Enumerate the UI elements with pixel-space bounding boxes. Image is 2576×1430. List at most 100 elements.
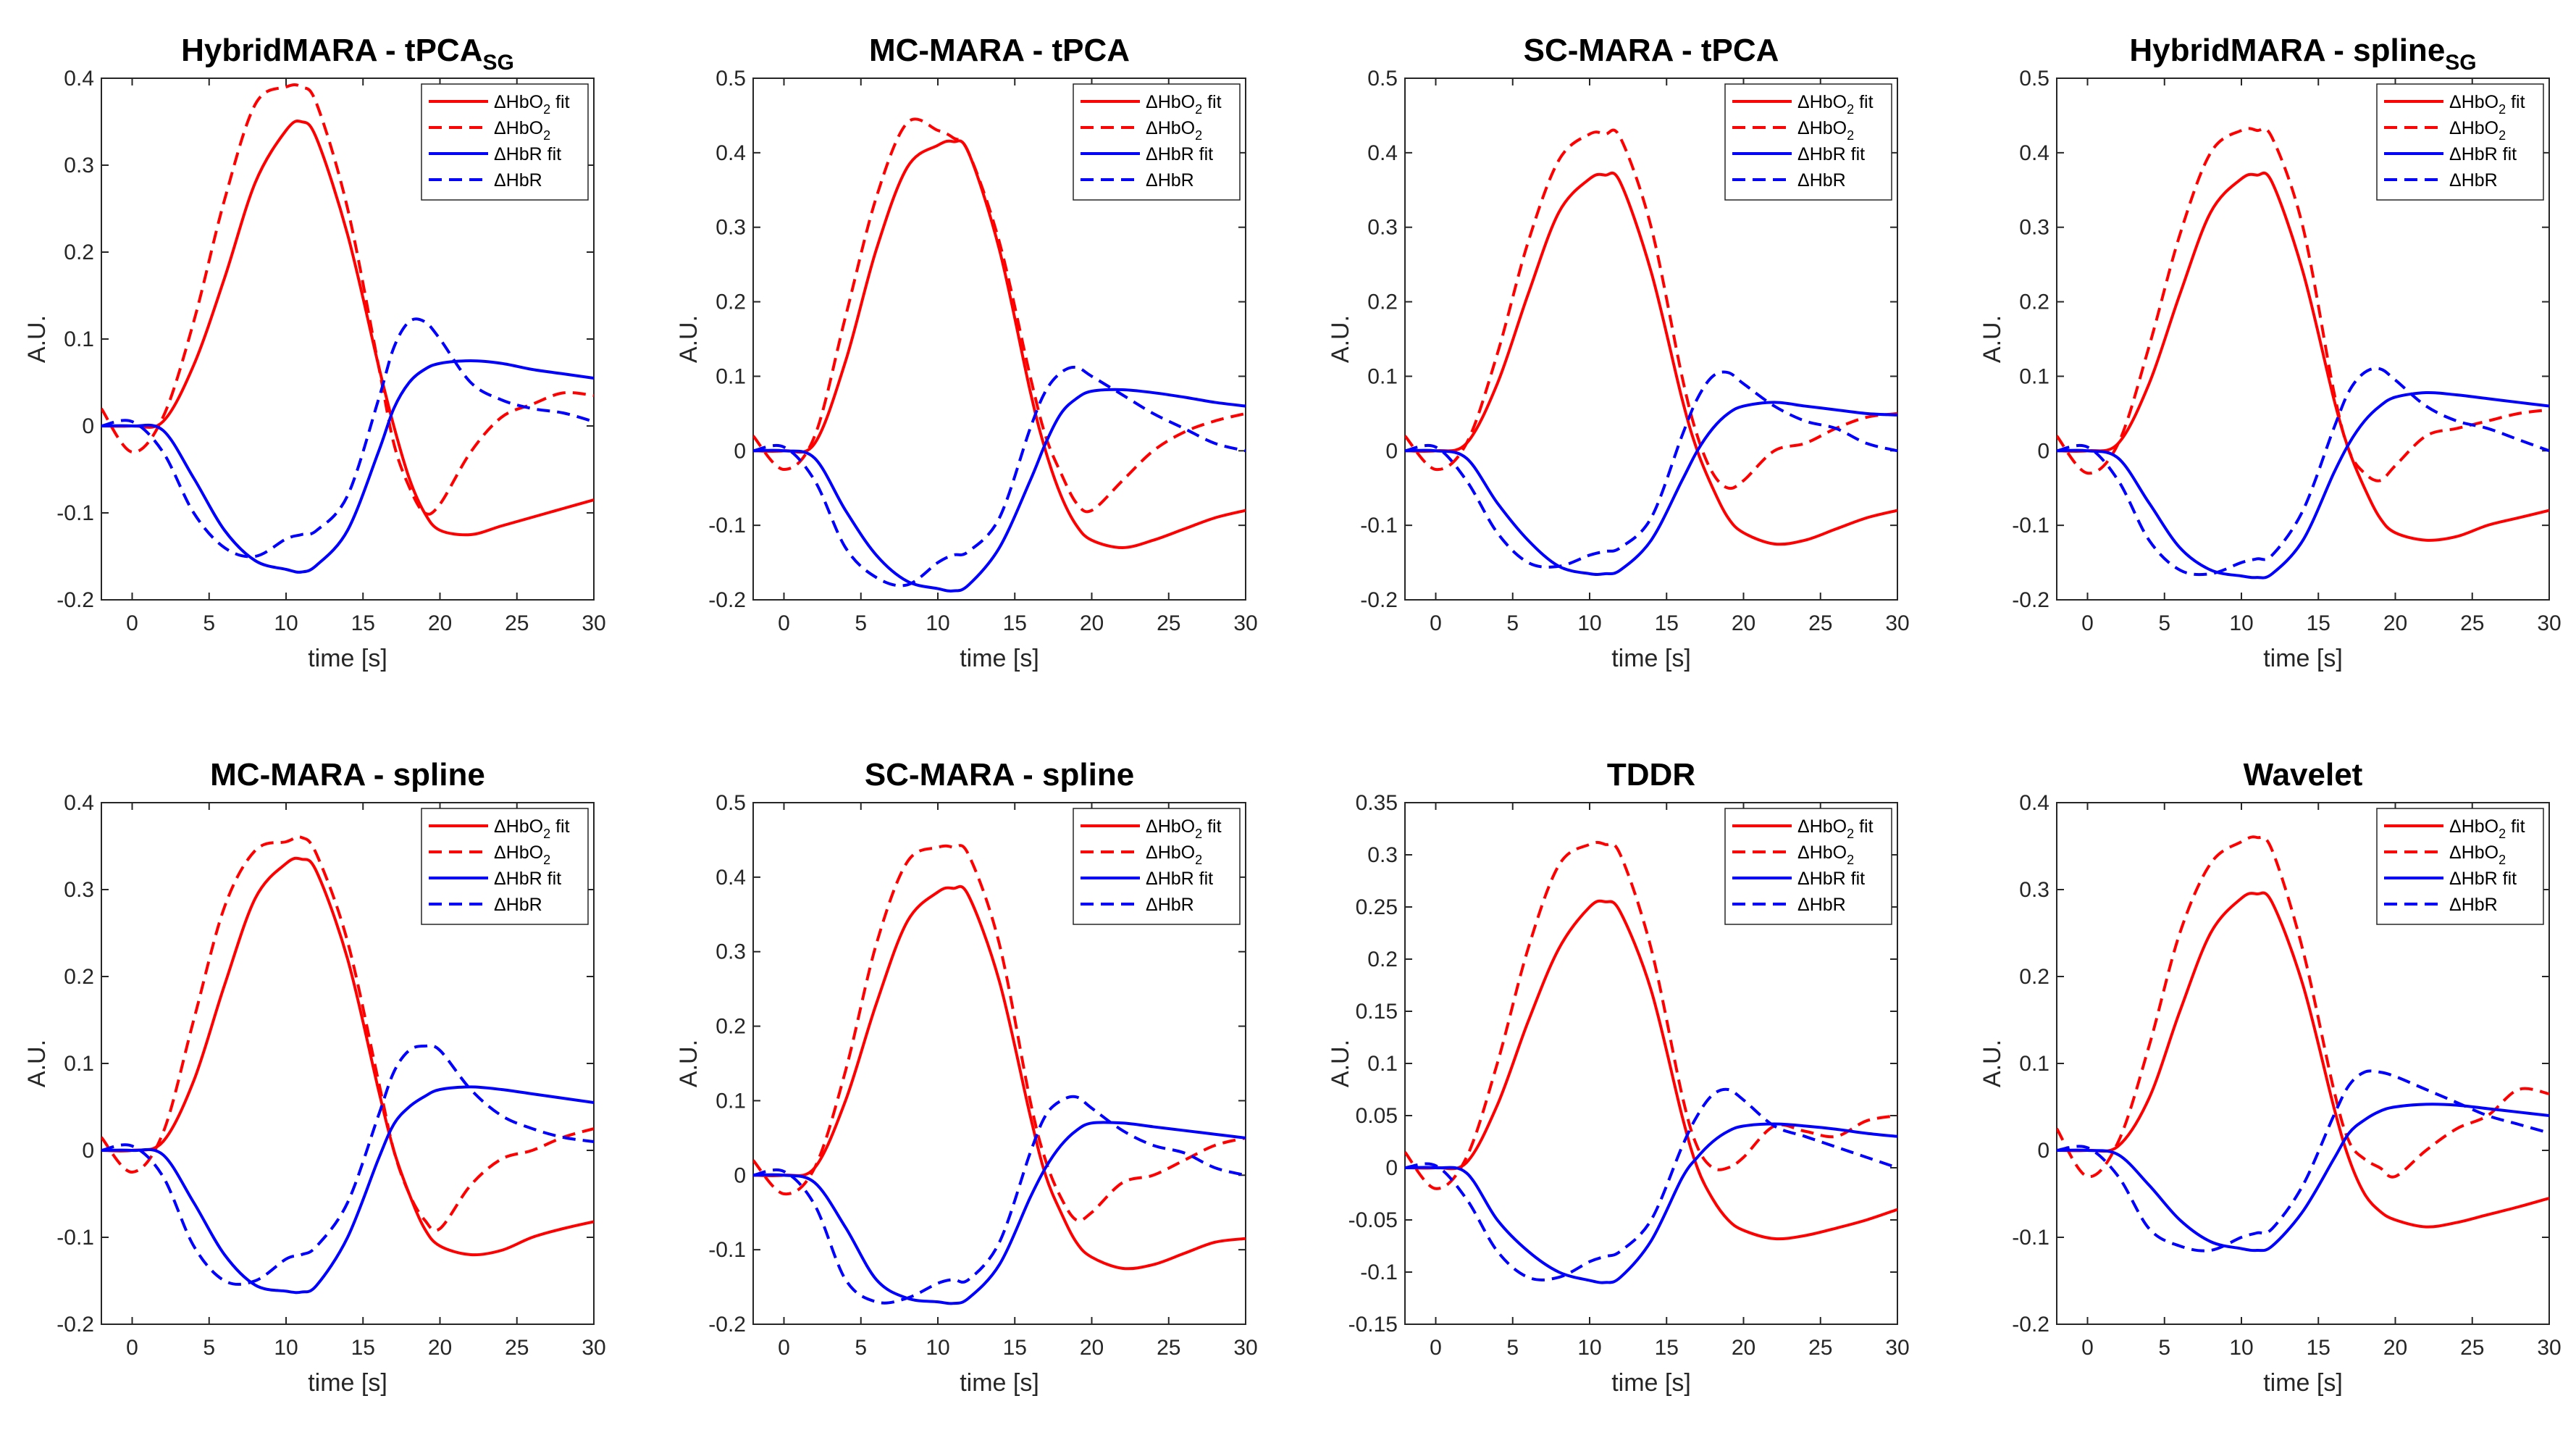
chart-title: Wavelet: [2244, 757, 2363, 793]
series-line-4: [2057, 1069, 2549, 1253]
x-tick-label: 30: [582, 611, 605, 635]
series-line-4: [753, 1095, 1246, 1305]
legend-label: ΔHbR: [2449, 170, 2498, 191]
legend-label: ΔHbO2 fit: [1146, 816, 1222, 841]
y-tick-label: 0.1: [1367, 1052, 1398, 1076]
legend-label: ΔHbO2: [494, 118, 550, 143]
chart-panel: SC-MARA - spline 0 5 10 15 20 25 30 -0.2 -0.1 0 0.1…: [652, 724, 1304, 1430]
x-tick-label: 0: [778, 611, 790, 635]
y-axis-label: A.U.: [23, 315, 51, 363]
x-tick-label: 15: [351, 1336, 375, 1360]
chart-panel: Wavelet 0 5 10 15 20 25 30 -0.2 -0.1 0 0.1 0.2 0.3 0.4…: [1955, 724, 2576, 1430]
series-line-3: [101, 359, 594, 574]
chart-panel: HybridMARA - splineSG 0 5 10 15 20 25 30 -0.2 -0.…: [1955, 0, 2576, 706]
x-tick-label: 10: [926, 1336, 949, 1360]
y-tick-label: 0.05: [1356, 1104, 1398, 1128]
chart-title: HybridMARA - tPCASG: [181, 33, 514, 75]
chart-svg: Wavelet 0 5 10 15 20 25 30 -0.2 -0.1 0 0.1 0.2 0.3 0.4…: [1979, 757, 2562, 1397]
y-axis-label: A.U.: [1979, 315, 2006, 363]
y-tick-label: 0.1: [64, 327, 94, 351]
y-tick-label: 0.35: [1356, 791, 1398, 815]
y-tick-label: 0.1: [2019, 364, 2050, 388]
series-line-4: [753, 365, 1246, 588]
legend-label: ΔHbO2: [1797, 118, 1854, 143]
legend-label: ΔHbO2 fit: [2449, 92, 2525, 117]
y-tick-label: 0: [82, 1139, 94, 1163]
legend-label: ΔHbR fit: [1797, 144, 1865, 164]
x-tick-label: 0: [2081, 1336, 2094, 1360]
chart-title-text: SC-MARA - tPCA: [1524, 33, 1779, 68]
series-group: [753, 844, 1246, 1305]
series-line-1: [1405, 899, 1897, 1241]
y-tick-label: -0.2: [56, 588, 94, 612]
chart-title: MC-MARA - tPCA: [869, 33, 1130, 68]
y-tick-label: 0.4: [2019, 791, 2050, 815]
series-line-2: [101, 835, 594, 1232]
legend-label: ΔHbR: [2449, 895, 2498, 915]
series-group: [753, 117, 1246, 593]
series-line-1: [101, 120, 594, 537]
y-tick-label: 0.1: [716, 364, 746, 388]
chart-svg: SC-MARA - spline 0 5 10 15 20 25 30 -0.2 -0.1 0 0.1…: [675, 757, 1258, 1397]
x-tick-label: 25: [1808, 611, 1832, 635]
chart-title: HybridMARA - splineSG: [2129, 33, 2476, 75]
series-line-2: [753, 844, 1246, 1223]
legend-label: ΔHbR fit: [1146, 869, 1213, 889]
y-axis-label: A.U.: [23, 1040, 51, 1087]
x-tick-label: 10: [274, 1336, 298, 1360]
y-tick-label: -0.1: [56, 1226, 94, 1250]
series-line-2: [101, 83, 594, 516]
y-tick-label: 0.3: [64, 154, 94, 177]
series-line-1: [101, 856, 594, 1257]
y-tick-label: -0.1: [1360, 514, 1398, 538]
x-tick-label: 20: [428, 611, 452, 635]
legend-label: ΔHbO2: [1146, 118, 1202, 143]
y-tick-label: 0.1: [716, 1089, 746, 1113]
x-tick-label: 20: [2383, 1336, 2407, 1360]
y-tick-label: 0: [1385, 1156, 1398, 1180]
y-tick-label: 0.2: [2019, 290, 2050, 314]
y-tick-label: 0: [82, 414, 94, 438]
chart-svg: HybridMARA - tPCASG 0 5 10 15 20 25 30 -0.2 -0.1 0…: [23, 33, 606, 672]
x-tick-label: 0: [2081, 611, 2094, 635]
chart-title-text: HybridMARA - spline: [2129, 33, 2445, 68]
series-group: [1405, 128, 1897, 576]
chart-panel: SC-MARA - tPCA 0 5 10 15 20 25 30 -0.2 -0.1 0 0.1 0.…: [1304, 0, 1955, 706]
y-axis-label: A.U.: [675, 1040, 702, 1087]
series-line-3: [1405, 401, 1897, 576]
y-tick-label: 0.3: [1367, 216, 1398, 240]
series-line-4: [2057, 367, 2549, 577]
legend-label: ΔHbR fit: [1797, 869, 1865, 889]
series-line-3: [753, 1121, 1246, 1305]
series-line-3: [2057, 1103, 2549, 1253]
x-tick-label: 20: [1732, 1336, 1755, 1360]
series-line-1: [2057, 891, 2549, 1229]
legend-label: ΔHbR: [1146, 170, 1194, 191]
legend-label: ΔHbO2: [2449, 842, 2506, 867]
series-line-4: [101, 1044, 594, 1286]
legend-label: ΔHbO2: [1146, 842, 1202, 867]
legend-label: ΔHbO2 fit: [1146, 92, 1222, 117]
y-tick-label: 0.5: [2019, 67, 2050, 91]
x-tick-label: 15: [1003, 611, 1027, 635]
y-tick-label: 0: [2037, 1139, 2050, 1163]
chart-panel: MC-MARA - tPCA 0 5 10 15 20 25 30 -0.2 -0.1 0 0.1 0.…: [652, 0, 1304, 706]
legend-label: ΔHbO2 fit: [1797, 92, 1874, 117]
y-tick-label: 0.3: [64, 878, 94, 902]
y-tick-label: 0.4: [716, 141, 746, 165]
x-tick-label: 15: [351, 611, 375, 635]
x-tick-label: 15: [1655, 611, 1679, 635]
x-axis-label: time [s]: [2263, 645, 2343, 672]
chart-svg: MC-MARA - tPCA 0 5 10 15 20 25 30 -0.2 -0.1 0 0.1 0.…: [675, 33, 1258, 672]
x-tick-label: 15: [2307, 1336, 2330, 1360]
legend-label: ΔHbO2 fit: [494, 92, 570, 117]
x-axis-label: time [s]: [960, 1369, 1039, 1397]
y-tick-label: 0.4: [1367, 141, 1398, 165]
y-tick-label: 0.3: [716, 940, 746, 964]
legend-label: ΔHbR fit: [494, 869, 561, 889]
series-line-1: [753, 139, 1246, 549]
